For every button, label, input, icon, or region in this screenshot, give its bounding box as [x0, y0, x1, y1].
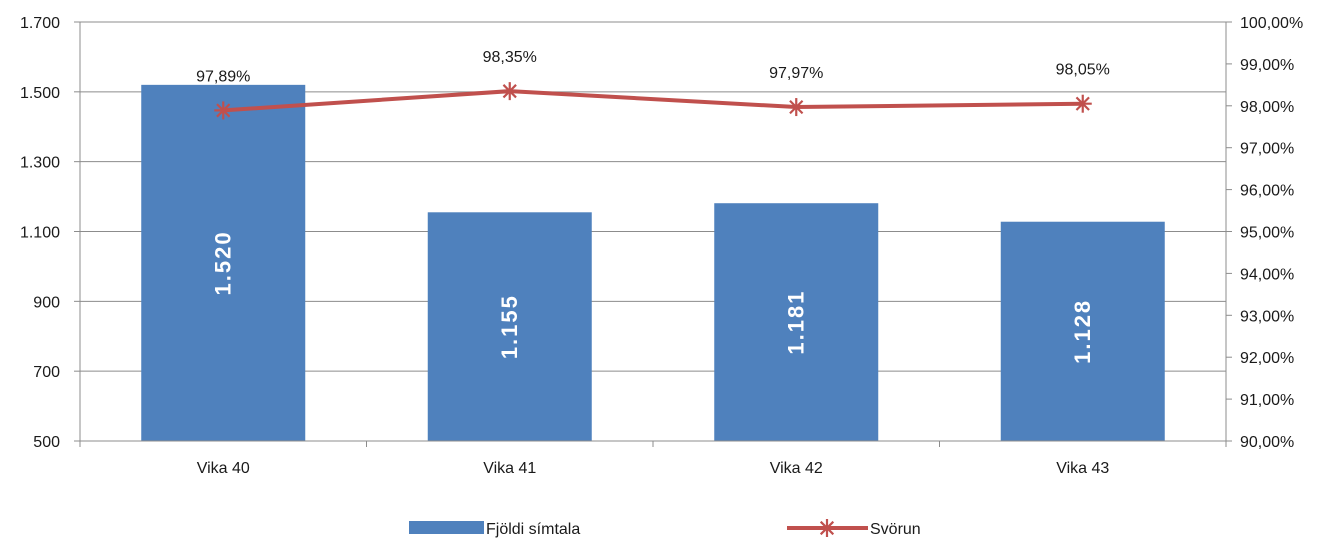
right-axis-tick-label: 97,00%	[1240, 141, 1294, 158]
left-axis-tick-label: 1.300	[20, 155, 60, 172]
legend-label-line: Svörun	[870, 521, 921, 538]
right-axis-tick-label: 90,00%	[1240, 434, 1294, 451]
bar-data-label: 1.128	[1070, 299, 1095, 364]
right-axis-tick-label: 98,00%	[1240, 99, 1294, 116]
x-axis-tick-label: Vika 43	[1056, 460, 1109, 477]
bar	[427, 212, 592, 441]
bar	[141, 84, 306, 441]
right-axis-tick-label: 92,00%	[1240, 350, 1294, 367]
bar-data-label: 1.520	[211, 230, 236, 295]
bar	[1000, 221, 1165, 441]
right-axis-tick-label: 100,00%	[1240, 15, 1303, 32]
left-axis-tick-label: 1.700	[20, 15, 60, 32]
x-axis-tick-label: Vika 41	[483, 460, 536, 477]
right-axis-tick-label: 96,00%	[1240, 183, 1294, 200]
bar-data-label: 1.181	[784, 290, 809, 355]
right-axis-tick-label: 99,00%	[1240, 57, 1294, 74]
legend-line-marker	[818, 519, 836, 537]
line-series	[223, 89, 1083, 113]
legend-bar-swatch	[409, 521, 484, 534]
line-data-label: 98,35%	[483, 49, 537, 66]
line-point-marker	[500, 82, 519, 101]
line-data-label: 97,97%	[769, 65, 823, 82]
bar	[714, 203, 879, 441]
right-axis-tick-label: 93,00%	[1240, 308, 1294, 325]
right-axis-tick-label: 91,00%	[1240, 392, 1294, 409]
right-axis-tick-label: 94,00%	[1240, 266, 1294, 283]
left-axis-tick-label: 500	[33, 434, 60, 451]
line-point-marker	[1073, 94, 1092, 113]
x-axis-tick-label: Vika 42	[770, 460, 823, 477]
line-data-label: 98,05%	[1056, 62, 1110, 79]
x-axis-tick-label: Vika 40	[197, 460, 250, 477]
right-axis-tick-label: 95,00%	[1240, 225, 1294, 242]
left-axis-tick-label: 1.500	[20, 85, 60, 102]
left-axis-tick-label: 900	[33, 294, 60, 311]
line-point-marker	[214, 101, 233, 120]
line-data-label: 97,89%	[196, 68, 250, 85]
line-point-marker	[787, 98, 806, 117]
bar-data-label: 1.155	[497, 294, 522, 359]
legend-label-bars: Fjöldi símtala	[486, 521, 580, 538]
left-axis-tick-label: 1.100	[20, 225, 60, 242]
left-axis-tick-label: 700	[33, 364, 60, 381]
